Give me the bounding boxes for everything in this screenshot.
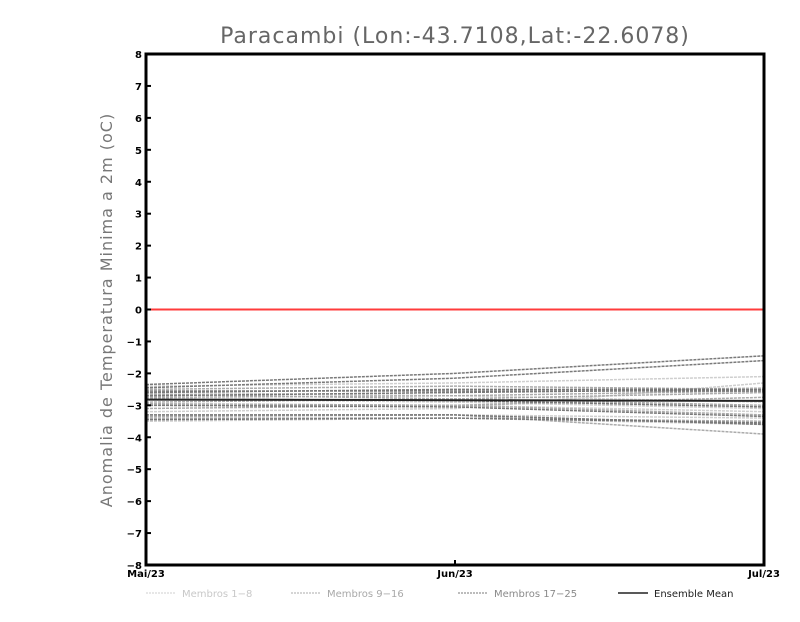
x-tick-label: Mai/23 — [127, 569, 165, 580]
y-tick-label: −5 — [127, 465, 142, 476]
y-tick-label: 3 — [135, 210, 142, 221]
y-tick-label: −6 — [127, 497, 142, 508]
member-line-16 — [145, 402, 765, 416]
legend-label: Membros 1−8 — [182, 589, 252, 600]
member-line-7 — [145, 398, 765, 410]
y-tick-label: 4 — [135, 178, 142, 189]
legend-label: Membros 9−16 — [327, 589, 404, 600]
member-line-9 — [145, 385, 765, 391]
member-line-19 — [145, 388, 764, 394]
y-axis-label: Anomalia de Temperatura Minima a 2m (oC) — [97, 113, 116, 507]
member-line-25 — [145, 417, 765, 424]
member-line-12 — [145, 393, 765, 407]
y-tick-label: −1 — [127, 337, 142, 348]
chart-title: Paracambi (Lon:-43.7108,Lat:-22.6078) — [220, 24, 690, 49]
y-tick-label: 7 — [135, 82, 142, 93]
y-tick-label: −8 — [127, 561, 142, 572]
y-tick-label: 5 — [135, 146, 142, 157]
y-tick-label: −3 — [127, 401, 142, 412]
y-tick-label: 2 — [135, 242, 142, 253]
x-tick-label: Jul/23 — [747, 569, 780, 580]
member-line-15 — [145, 390, 765, 399]
y-tick-label: −7 — [127, 529, 142, 540]
y-tick-label: −4 — [127, 433, 142, 444]
member-line-21 — [145, 404, 765, 418]
member-line-23 — [146, 414, 765, 426]
legend-label: Ensemble Mean — [654, 589, 733, 600]
y-tick-label: 8 — [135, 50, 142, 61]
y-tick-label: 0 — [135, 306, 142, 317]
legend-label: Membros 17−25 — [494, 589, 577, 600]
member-line-17 — [145, 355, 765, 386]
legend: Membros 1−8 Membros 9−16 Membros 17−25 Ense… — [146, 589, 733, 600]
member-line-1 — [145, 375, 765, 387]
ensemble-mean-line — [145, 398, 765, 402]
y-tick-label: 6 — [135, 114, 142, 125]
x-tick-label: Jun/23 — [436, 569, 473, 580]
member-line-8 — [145, 382, 765, 413]
member-line-18 — [145, 359, 765, 389]
y-tick-label: 1 — [135, 274, 142, 285]
member-line-22 — [145, 388, 765, 397]
y-tick-label: −2 — [127, 369, 142, 380]
